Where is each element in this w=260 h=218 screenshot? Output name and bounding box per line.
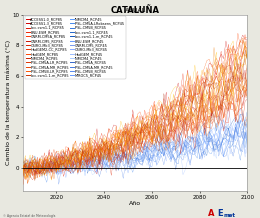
X-axis label: Año: Año — [129, 201, 141, 206]
Text: E: E — [217, 209, 223, 218]
Legend: ACCESS1-0_RCP85, ACCESS1-3_RCP85, bcc-csm1-1_RCP85, BNU-ESM_RCP85, CNRM-CM5A_RCP: ACCESS1-0_RCP85, ACCESS1-3_RCP85, bcc-cs… — [25, 16, 126, 78]
Text: A: A — [208, 209, 214, 218]
Text: © Agencia Estatal de Meteorología: © Agencia Estatal de Meteorología — [3, 214, 55, 218]
Text: ANUAL: ANUAL — [125, 8, 146, 13]
Title: CATALUÑA: CATALUÑA — [111, 5, 160, 15]
Y-axis label: Cambio de la temperatura máxima (°C): Cambio de la temperatura máxima (°C) — [5, 40, 11, 165]
Text: met: met — [223, 213, 235, 218]
